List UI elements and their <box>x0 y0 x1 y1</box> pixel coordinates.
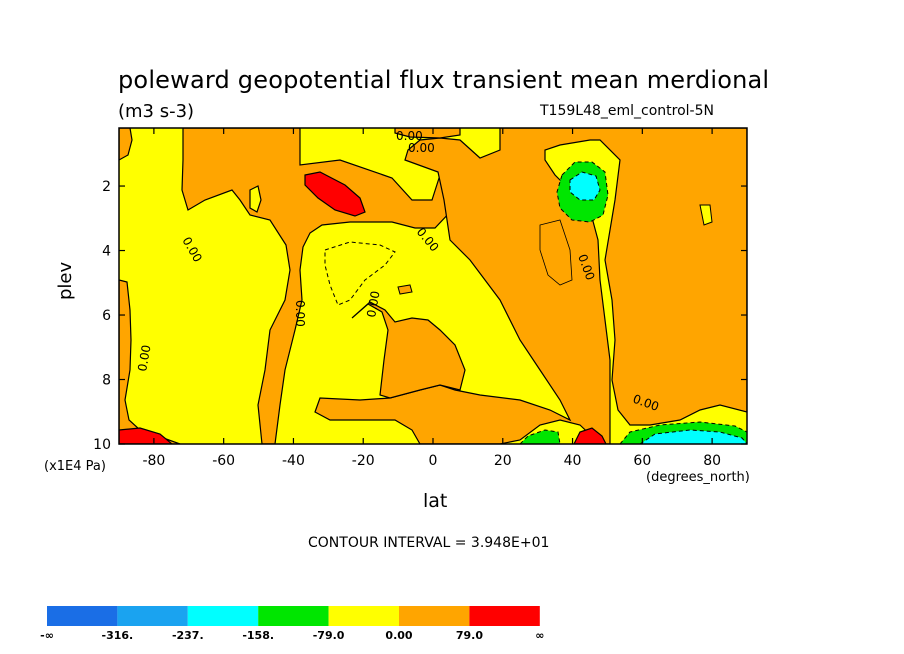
chart-units: (m3 s-3) <box>118 101 195 122</box>
x-tick-label: 0 <box>429 453 438 469</box>
region-strong-negative-nh-surface <box>639 429 747 444</box>
y-tick-label: 2 <box>102 179 111 195</box>
region-strong-positive-sh-surface <box>119 427 173 444</box>
experiment-label: T159L48_eml_control-5N <box>540 103 714 119</box>
x-tick-label: 20 <box>494 453 512 469</box>
colorbar-label: -158. <box>242 629 274 642</box>
x-tick-label: 80 <box>703 453 721 469</box>
colorbar-swatch <box>399 606 470 626</box>
contour-dashed-sh-mid <box>324 241 396 306</box>
region-negative-nh-surface-1 <box>519 429 561 444</box>
colorbar-swatch <box>258 606 329 626</box>
colorbar-label: 0.00 <box>385 629 412 642</box>
contour-small-closed <box>397 284 413 295</box>
y-tick-label: 8 <box>102 373 111 389</box>
contour-label: 0.00 <box>408 141 435 155</box>
y-axis: 2 4 6 8 10 <box>93 179 747 453</box>
colorbar-swatch <box>328 606 399 626</box>
region-positive-topleft <box>119 128 133 161</box>
colorbar-swatch <box>47 606 118 626</box>
colorbar-label: -237. <box>172 629 204 642</box>
y-tick-label: 4 <box>102 244 111 260</box>
x-axis-label: lat <box>423 490 448 512</box>
colorbar: -∞ -316. -237. -158. -79.0 0.00 79.0 ∞ <box>40 606 544 642</box>
x-tick-label: 40 <box>564 453 582 469</box>
contour-label: 0.00 <box>364 290 382 319</box>
y-tick-label: 6 <box>102 308 111 324</box>
colorbar-label: ∞ <box>535 629 544 642</box>
region-strong-positive-jet <box>304 171 366 217</box>
x-tick-label: 60 <box>633 453 651 469</box>
colorbar-label: -316. <box>102 629 134 642</box>
plot-area: 0.00 0.00 0.00 0.00 0.00 0.00 0.00 0.00 … <box>119 128 747 444</box>
region-strong-negative-nh-upper <box>569 171 601 201</box>
x-tick-label: -80 <box>142 453 165 469</box>
contour-interval: CONTOUR INTERVAL = 3.948E+01 <box>308 535 550 551</box>
x-axis-units: (degrees_north) <box>646 470 750 485</box>
contour-label: 0.00 <box>293 300 307 327</box>
x-tick-label: -20 <box>352 453 375 469</box>
colorbar-swatch <box>469 606 540 626</box>
y-tick-label: 10 <box>93 437 111 453</box>
x-axis: -80 -60 -40 -20 0 20 40 60 80 <box>142 128 721 469</box>
colorbar-swatch <box>117 606 188 626</box>
region-strong-positive-nh-surface <box>573 427 607 444</box>
colorbar-label: -∞ <box>40 629 54 642</box>
colorbar-swatch <box>187 606 259 626</box>
contour-label: 0.00 <box>135 344 153 373</box>
region-positive-midlevel-sh <box>351 301 466 399</box>
region-positive-top-strip <box>394 128 461 139</box>
region-positive-center <box>314 128 747 444</box>
colorbar-label: 79.0 <box>456 629 483 642</box>
contour-thin-nh-mid <box>539 219 573 286</box>
x-tick-label: -40 <box>282 453 305 469</box>
region-positive-sh-pole <box>119 279 181 444</box>
contour-yellow-island-right <box>699 204 713 226</box>
contour-label: 0.00 <box>396 129 423 143</box>
x-tick-label: -60 <box>212 453 235 469</box>
chart-title: poleward geopotential flux transient mea… <box>118 66 770 94</box>
contour-yellow-island-left <box>249 185 262 213</box>
y-axis-units: (x1E4 Pa) <box>44 459 106 474</box>
colorbar-label: -79.0 <box>313 629 345 642</box>
